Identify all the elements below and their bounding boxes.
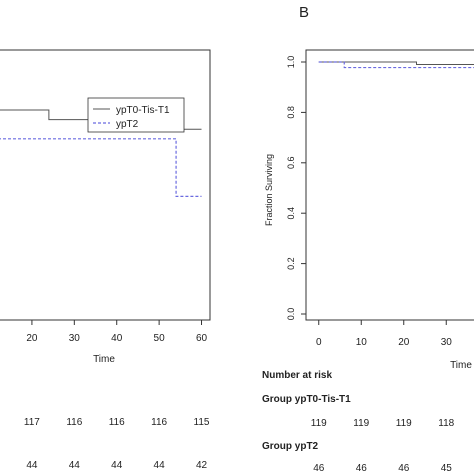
panel-a-risk-value: 115 xyxy=(193,417,210,428)
panel-b-risk-value: 46 xyxy=(313,463,325,474)
panel-a-risk-value: 42 xyxy=(195,460,208,471)
panel-b-series-line-1 xyxy=(318,61,474,69)
panel-b-risk-value: 119 xyxy=(353,418,370,429)
panel-b-frame xyxy=(305,49,474,321)
panel-a-x-tick-label: 40 xyxy=(111,333,123,344)
panel-a-x-tick-label: 60 xyxy=(196,333,208,344)
panel-b-letter: B xyxy=(299,4,309,21)
panel-b-risk-value: 46 xyxy=(355,463,367,474)
panel-a-risk-value: 44 xyxy=(26,460,38,471)
panel-a-x-axis: 20 30 40 50 60 xyxy=(26,320,208,344)
legend-box xyxy=(87,97,185,133)
panel-a-x-label: Time xyxy=(93,354,115,365)
panel-a-frame xyxy=(0,49,211,321)
panel-a-risk-value: 44 xyxy=(111,460,123,471)
legend-label-ypt2: ypT2 xyxy=(116,119,139,130)
panel-a-risk-value: 44 xyxy=(68,460,80,471)
panel-a-series-line-1 xyxy=(0,138,202,197)
panel-b-x-tick-label: 10 xyxy=(356,337,368,348)
panel-b-risk-value: 118 xyxy=(438,418,455,429)
panel-b-x-tick-label: 30 xyxy=(441,337,453,348)
panel-b-risk-value: 119 xyxy=(395,418,412,429)
panel-a-risk-value: 116 xyxy=(151,417,168,428)
panel-b-series-line-0 xyxy=(318,61,474,66)
panel-b-y-tick-label: 0.6 xyxy=(286,157,296,170)
panel-a-risk-value: 44 xyxy=(153,460,165,471)
panel-b-x-label: Time xyxy=(450,360,472,371)
risk-table-title: Number at risk xyxy=(262,370,333,381)
panel-b-y-axis: 0.0 0.2 0.4 0.6 0.8 1.0 xyxy=(286,56,306,321)
panel-b-y-tick-label: 0.4 xyxy=(286,207,296,220)
panel-b-x-tick-label: 20 xyxy=(398,337,410,348)
panel-b-plot: B 0.00.20.40.60.81.0 Fraction Surviving … xyxy=(264,4,474,371)
panel-b-y-tick-label: 1.0 xyxy=(286,56,296,69)
panel-a-x-tick-label: 20 xyxy=(26,333,38,344)
panel-a-risk-value: 116 xyxy=(108,417,125,428)
panel-b-y-tick-label: 0.0 xyxy=(286,308,296,321)
legend-label-ypt0: ypT0-Tis-T1 xyxy=(116,105,170,116)
panel-b-risk-value: 119 xyxy=(310,418,327,429)
panel-a-risk-value: 117 xyxy=(23,417,40,428)
panel-b-y-tick-label: 0.8 xyxy=(286,106,296,119)
panel-b-x-axis: 0 10 20 30 xyxy=(316,320,452,348)
panel-b-risk-value: 45 xyxy=(440,463,452,474)
panel-b-risk-value: 46 xyxy=(398,463,410,474)
panel-a-legend: ypT0-Tis-T1 ypT2 xyxy=(87,97,185,133)
panel-b-y-tick-label: 0.2 xyxy=(286,257,296,270)
panel-a-plot: 20 30 40 50 60 Time ypT0-Tis-T1 ypT2 xyxy=(0,49,211,365)
risk-group-label-ypt0: Group ypT0-Tis-T1 xyxy=(262,394,351,405)
panel-a-x-tick-label: 30 xyxy=(69,333,81,344)
panel-b-x-tick-label: 0 xyxy=(316,337,322,348)
panel-b-series xyxy=(318,61,474,69)
panel-a-x-tick-label: 50 xyxy=(154,333,166,344)
risk-group-label-ypt2: Group ypT2 xyxy=(262,441,319,452)
panel-a-risk-value: 116 xyxy=(66,417,83,428)
panel-b-y-label: Fraction Surviving xyxy=(264,154,274,226)
